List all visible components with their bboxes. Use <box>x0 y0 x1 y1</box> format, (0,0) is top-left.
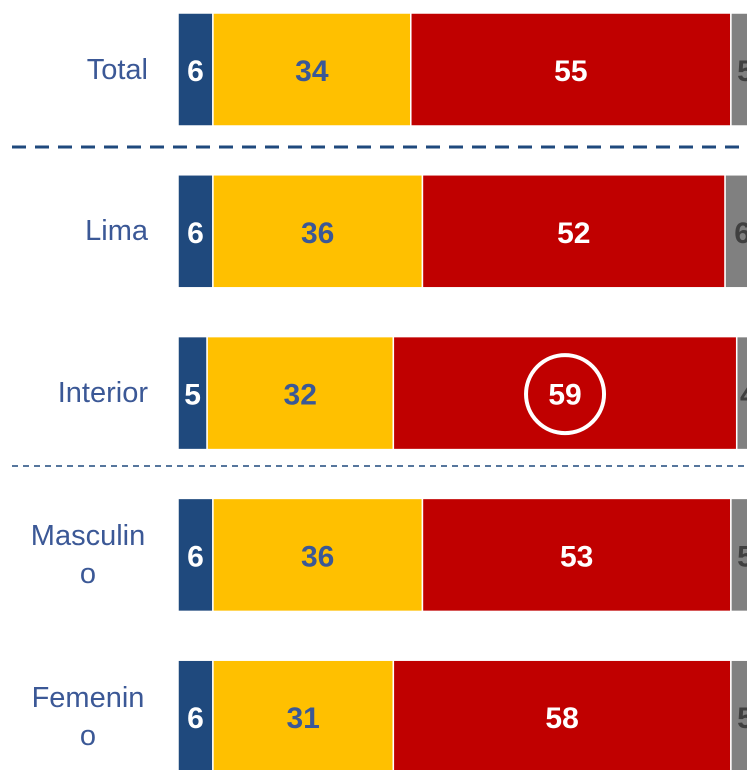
bar-segment <box>421 174 726 289</box>
value-label: 34 <box>295 55 329 88</box>
bar-segment <box>177 174 214 289</box>
category-label-box: Total <box>0 13 148 126</box>
value-label: 31 <box>286 702 319 735</box>
bar-segment <box>421 497 732 613</box>
bar-segment <box>730 497 747 613</box>
value-label: 5 <box>737 540 747 573</box>
category-label: Interior <box>57 377 148 410</box>
category-label: Masculino <box>30 519 146 590</box>
value-label: 36 <box>301 217 334 250</box>
value-label: 5 <box>737 702 747 735</box>
bar-segment <box>730 12 747 127</box>
value-label: 6 <box>187 55 204 88</box>
category-label: Total <box>86 53 148 86</box>
bar-segment <box>212 497 424 613</box>
value-label: 52 <box>557 217 590 250</box>
value-label: 6 <box>187 540 204 573</box>
bar-segment <box>212 174 424 289</box>
category-label-box: Femenino <box>0 660 148 770</box>
category-label-box: Interior <box>0 337 148 450</box>
bar-segment <box>212 659 395 770</box>
bar-segment <box>177 497 214 613</box>
value-label: 32 <box>284 379 317 412</box>
category-label-box: Masculino <box>0 498 148 611</box>
value-label: 59 <box>548 379 581 412</box>
bar-segment <box>212 12 412 127</box>
bar-segment <box>730 659 747 770</box>
bar-segment <box>410 12 732 127</box>
value-label: 6 <box>734 217 747 250</box>
category-label-box: Lima <box>0 175 148 288</box>
category-label: Femenino <box>31 681 145 752</box>
value-label: 55 <box>554 55 587 88</box>
value-label: 6 <box>187 217 204 250</box>
bar-segment <box>177 335 208 451</box>
value-label: 6 <box>187 702 204 735</box>
value-label: 36 <box>301 540 334 573</box>
value-label: 5 <box>184 379 201 412</box>
highlight-circle <box>524 353 607 436</box>
value-label: 58 <box>545 702 578 735</box>
bar-segment <box>177 659 214 770</box>
bar-segment <box>724 174 747 289</box>
bar-segment <box>735 335 747 451</box>
category-label: Lima <box>85 215 148 248</box>
value-label: 53 <box>560 540 593 573</box>
value-label: 5 <box>737 55 747 88</box>
value-label: 4 <box>740 379 747 412</box>
bar-segment <box>392 659 732 770</box>
bar-segment <box>206 335 395 451</box>
